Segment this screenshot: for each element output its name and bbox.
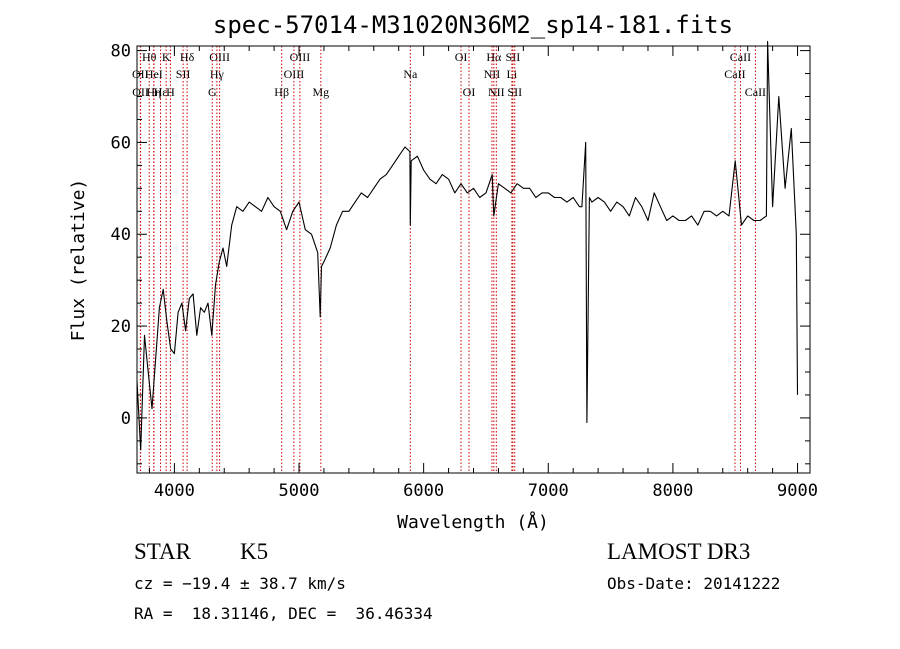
line-marker-label: OIII <box>284 67 305 81</box>
line-marker-label: Hε <box>154 85 168 99</box>
y-tick-label: 20 <box>111 317 131 337</box>
line-marker-label: Hδ <box>180 50 195 64</box>
line-marker-label: Hθ <box>142 50 157 64</box>
line-marker-label: OIII <box>290 50 311 64</box>
axes: 4000 5000 6000 7000 8000 9000 0 20 40 60 80 <box>111 42 818 501</box>
y-tick-label: 40 <box>111 225 131 245</box>
x-tick-label: 9000 <box>777 481 818 501</box>
line-marker-label: NII <box>488 85 505 99</box>
line-marker-label: Hβ <box>274 85 289 99</box>
redshift-text: cz = −19.4 ± 38.7 km/s <box>134 574 346 593</box>
y-axis-label: Flux (relative) <box>68 179 89 342</box>
obs-date-text: Obs-Date: 20141222 <box>607 574 781 593</box>
line-marker-label: Li <box>507 67 518 81</box>
line-marker-label: SII <box>176 67 191 81</box>
x-axis-label: Wavelength (Å) <box>397 511 549 533</box>
class-label: STAR <box>134 539 191 564</box>
subclass-label: K5 <box>240 539 269 564</box>
x-tick-label: 4000 <box>154 481 195 501</box>
line-marker-label: CaII <box>724 67 745 81</box>
line-marker-label: CaII <box>745 85 766 99</box>
line-marker-label: OII <box>132 85 149 99</box>
x-tick-label: 7000 <box>528 481 569 501</box>
spectrum-line <box>136 40 799 451</box>
y-tick-label: 0 <box>121 409 131 429</box>
line-marker-label: OI <box>455 50 468 64</box>
line-marker-label: OI <box>463 85 476 99</box>
line-marker-label: Hγ <box>210 67 225 81</box>
coordinates-text: RA = 18.31146, DEC = 36.46334 <box>134 604 433 623</box>
line-marker-label: Hη <box>146 85 161 99</box>
line-marker-label: G <box>208 85 217 99</box>
spectrum-series <box>136 40 799 451</box>
line-marker-label: SII <box>506 50 521 64</box>
line-marker-label: K <box>162 50 171 64</box>
x-tick-label: 8000 <box>652 481 693 501</box>
line-marker-label: SII <box>507 85 522 99</box>
x-tick-label: 6000 <box>403 481 444 501</box>
y-tick-label: 60 <box>111 133 131 153</box>
survey-label: LAMOST DR3 <box>607 539 751 564</box>
chart-title: spec-57014-M31020N36M2_sp14-181.fits <box>213 11 733 39</box>
line-marker-label: Mg <box>312 85 329 99</box>
y-tick-label: 80 <box>111 42 131 62</box>
plot-frame <box>136 45 811 474</box>
line-marker-label: Na <box>403 67 418 81</box>
line-marker-label: Hα <box>486 50 502 64</box>
x-tick-label: 5000 <box>279 481 320 501</box>
line-marker-label: CaII <box>730 50 751 64</box>
line-marker-label: NII <box>484 67 501 81</box>
line-marker-label: OIII <box>209 50 230 64</box>
line-marker-label: H <box>166 85 175 99</box>
